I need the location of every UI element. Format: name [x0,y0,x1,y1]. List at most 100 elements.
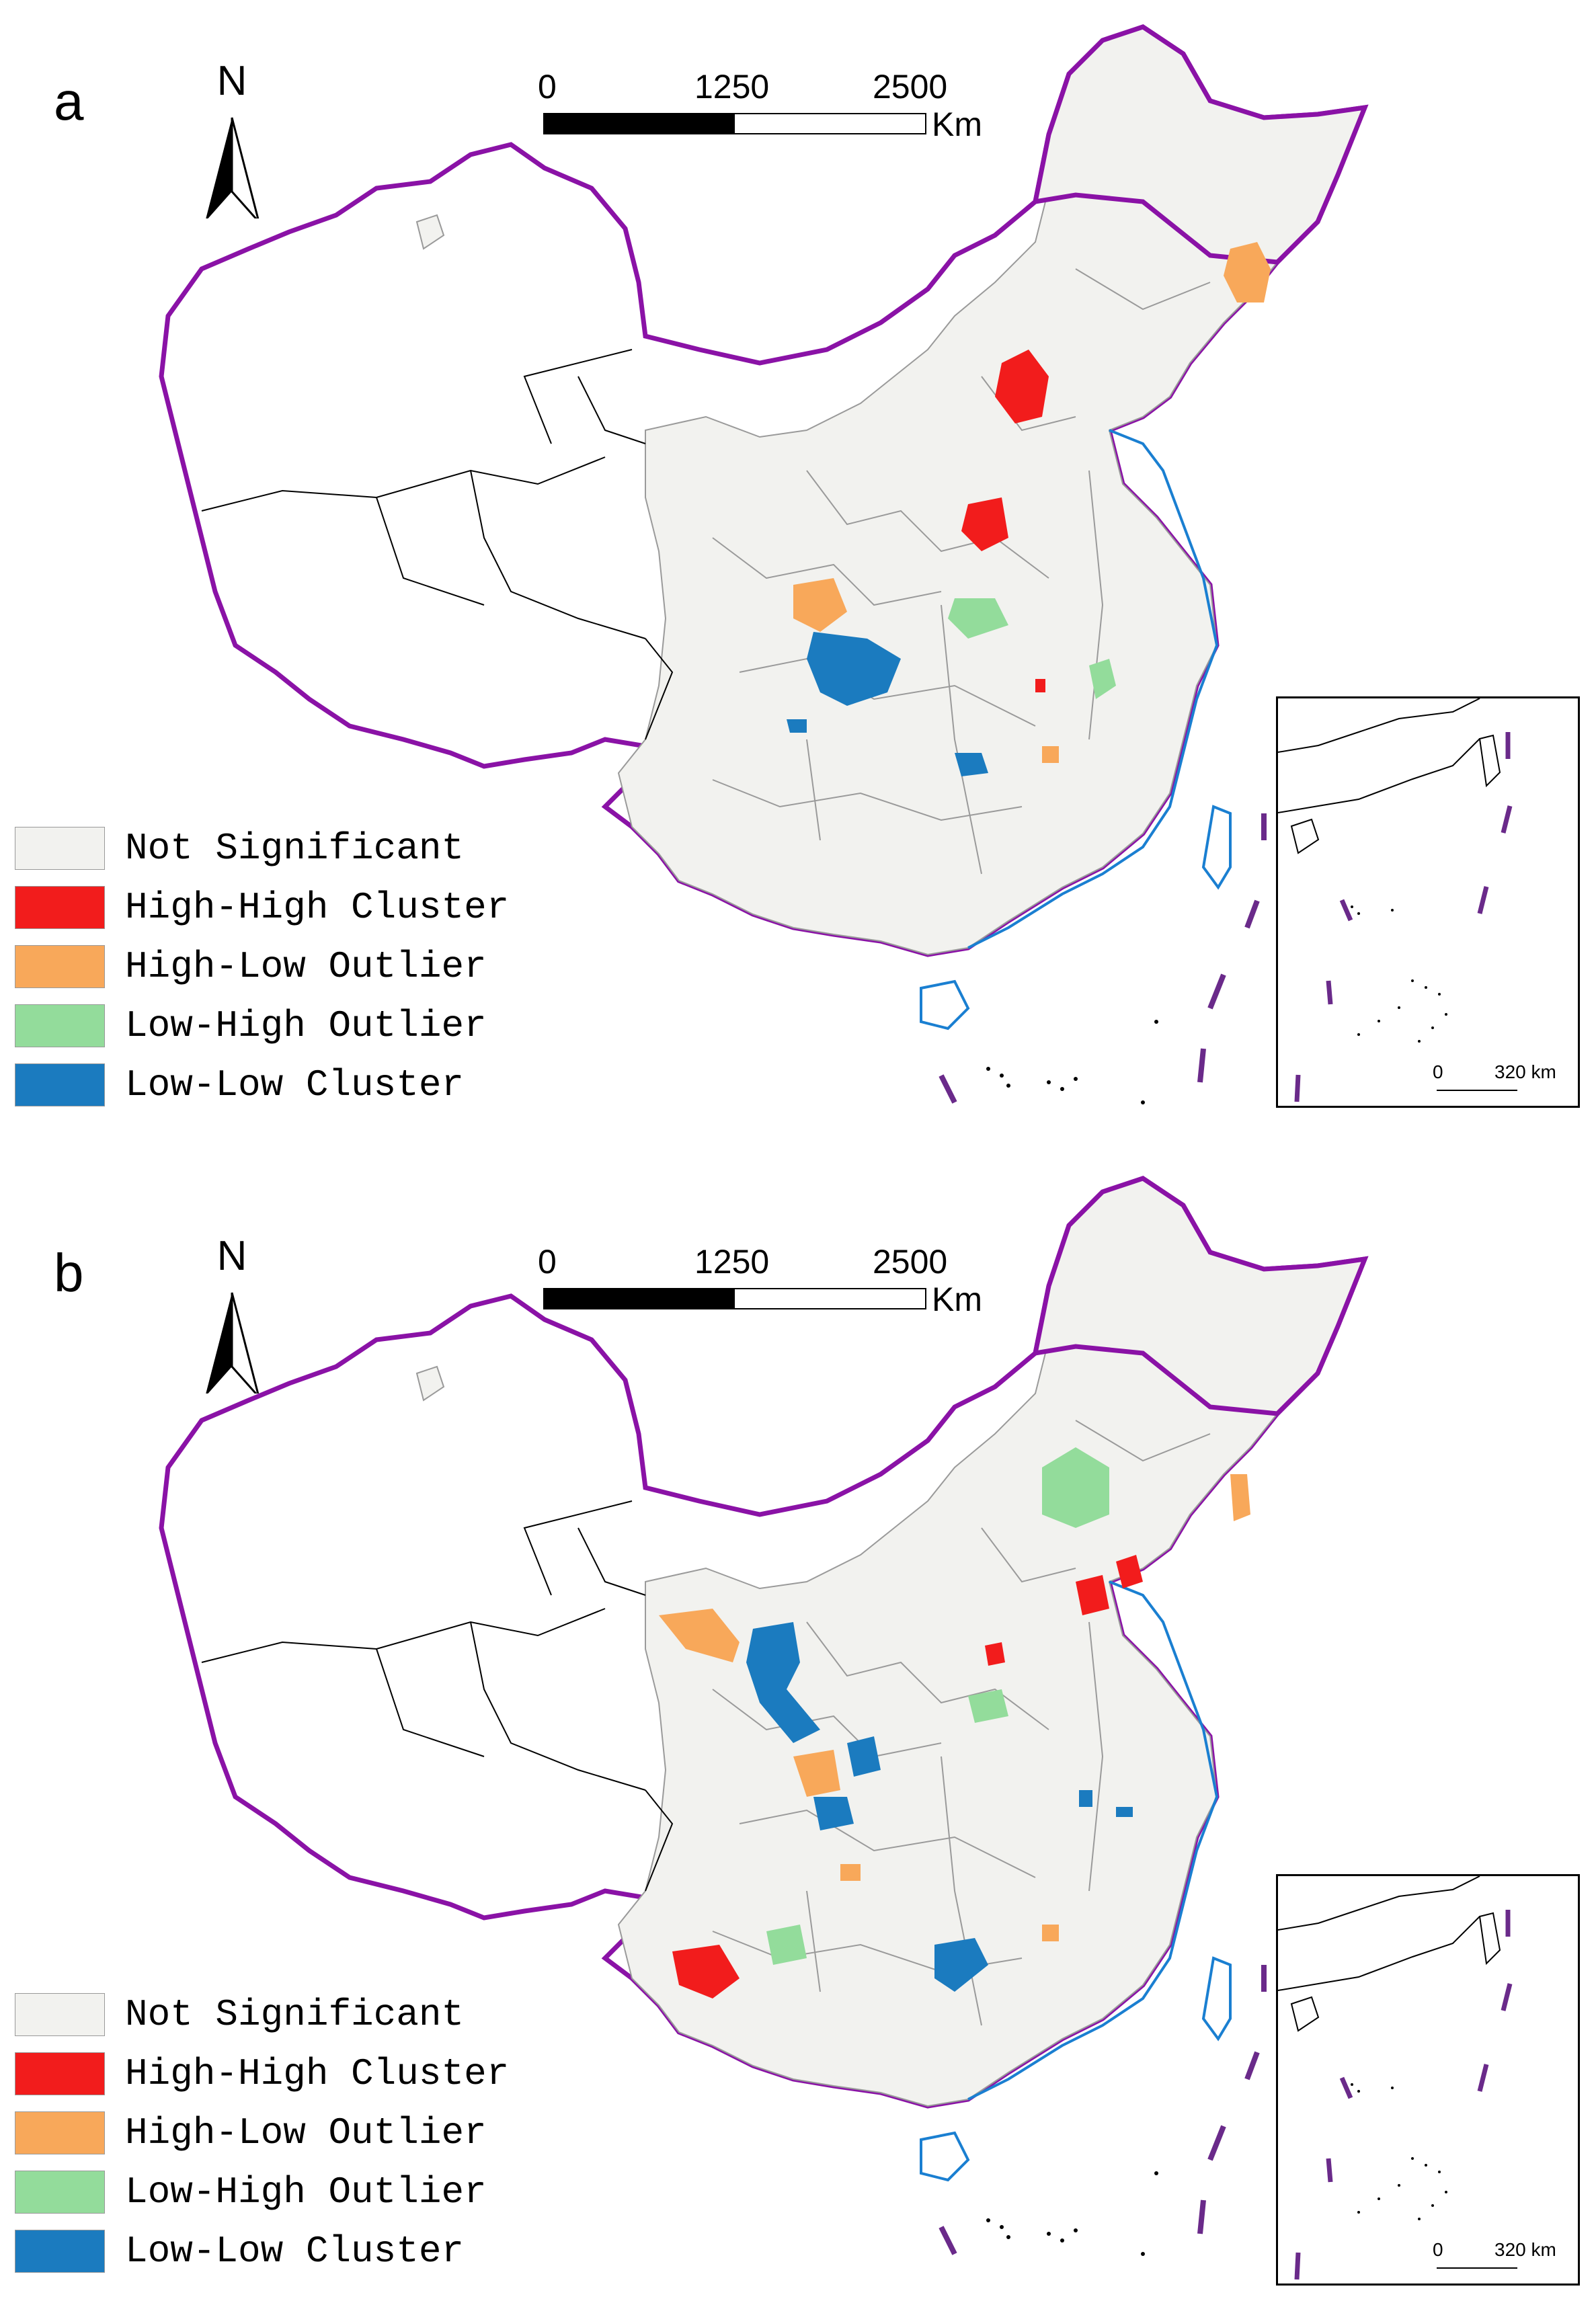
inset-map [1278,1876,1513,2280]
north-arrow: N [192,57,272,218]
cluster-high-high [1035,679,1045,692]
scale-bar-black [543,113,733,134]
legend-label: Low-High Outlier [125,2171,487,2214]
cluster-low-high [948,598,1008,639]
cluster-low-high [1089,659,1116,699]
scale-unit: Km [932,1281,982,1318]
cluster-low-low [934,1938,988,1992]
inset-scale: 0 320 km [1433,1061,1574,1102]
scale-tick: 2500 [873,68,948,106]
inset-scale-line [1437,2267,1517,2269]
legend-item: Low-Low Cluster [15,1055,526,1115]
cluster-low-high [766,1925,807,1965]
cluster-high-low [840,1864,861,1881]
province-lines [201,1500,674,1892]
legend-swatch [15,2111,105,2154]
legend-swatch [15,886,105,929]
north-label: N [216,1233,247,1279]
scale-tick: 0 [538,68,557,106]
cluster-high-high [985,1642,1005,1666]
northeast-region [1032,24,1369,265]
legend-label: High-High Cluster [125,2052,510,2095]
scale-bar-white [733,113,926,134]
scale-tick: 1250 [694,68,770,106]
inset-scale-zero: 0 [1433,1061,1443,1082]
cluster-low-high [968,1689,1008,1723]
cluster-low-low [955,753,988,776]
inset-scale-line [1437,1090,1517,1091]
scale-bar: 0 1250 2500 Km [538,1242,1014,1350]
legend-label: Low-Low Cluster [125,1063,465,1106]
inset-scale-zero: 0 [1433,2239,1443,2260]
legend-swatch [15,1063,105,1106]
not-significant-region [617,1177,1366,2107]
legend-label: High-Low Outlier [125,945,487,988]
coastline [967,429,1219,949]
north-arrow-icon [206,117,260,218]
legend-item: Low-High Outlier [15,2163,526,2222]
dash-line [939,1965,1267,2255]
legend-item: Not Significant [15,1985,526,2044]
cluster-low-low [847,1736,881,1777]
northeast-region [1032,1176,1369,1416]
hainan-outline [920,979,970,1031]
map-panel-a: a N 0 1250 2500 Km Not Significant High-… [15,24,1580,1115]
lake [415,1365,445,1402]
panel-label: a [54,71,84,131]
taiwan-outline [1201,1956,1232,2042]
panel-label: b [54,1243,84,1303]
china-map [159,24,1369,1104]
legend-item: High-Low Outlier [15,2103,526,2163]
legend-item: Low-High Outlier [15,996,526,1055]
scale-tick: 1250 [694,1243,770,1281]
cluster-high-high [1076,1575,1109,1615]
legend-swatch [15,1004,105,1047]
scale-bar-black [543,1288,733,1309]
cluster-high-low [1224,242,1271,302]
cluster-high-low [1042,746,1059,763]
inset-map [1278,698,1513,1102]
cluster-high-low [793,578,847,632]
legend-label: Not Significant [125,827,465,870]
legend-label: Low-Low Cluster [125,2230,465,2273]
legend: Not Significant High-High Cluster High-L… [15,1985,526,2281]
south-china-sea-inset: 0 320 km [1276,696,1580,1108]
scale-tick: 0 [538,1243,557,1281]
legend-label: Not Significant [125,1993,465,2036]
cluster-high-low [793,1750,840,1797]
scale-tick: 2500 [873,1243,948,1281]
hainan-outline [920,2131,970,2182]
south-china-sea-inset: 0 320 km [1276,1874,1580,2286]
cluster-low-low [787,719,807,733]
inset-scale: 0 320 km [1433,2239,1574,2279]
dash-line [939,813,1267,1104]
legend: Not Significant High-High Cluster High-L… [15,819,526,1115]
legend-item: Not Significant [15,819,526,878]
lake [415,214,445,250]
cluster-low-low [1079,1790,1092,1807]
legend-swatch [15,1993,105,2036]
north-label: N [216,58,247,104]
cluster-low-low [746,1622,820,1743]
legend-swatch [15,2171,105,2214]
scale-bar: 0 1250 2500 Km [538,67,1014,175]
scale-unit: Km [932,106,982,143]
legend-item: High-Low Outlier [15,937,526,996]
legend-item: Low-Low Cluster [15,2222,526,2281]
cluster-high-low [1042,1925,1059,1941]
inset-scale-distance: 320 km [1494,2239,1556,2260]
legend-label: Low-High Outlier [125,1004,487,1047]
legend-label: High-Low Outlier [125,2111,487,2154]
cluster-high-high [1116,1555,1143,1588]
cluster-high-high [961,497,1008,551]
inset-scale-distance: 320 km [1494,1061,1556,1082]
legend-swatch [15,2230,105,2273]
legend-item: High-High Cluster [15,2044,526,2103]
legend-item: High-High Cluster [15,878,526,937]
province-lines [201,349,674,740]
cluster-high-high [995,350,1049,423]
scale-bar-white [733,1288,926,1309]
north-arrow: N [192,1232,272,1393]
islands [986,2171,1158,2256]
china-map [159,1176,1369,2256]
